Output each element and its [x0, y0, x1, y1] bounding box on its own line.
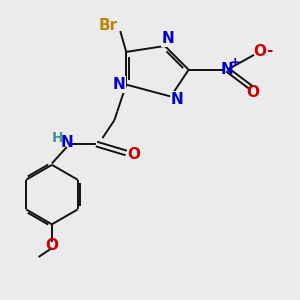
Text: H: H — [52, 131, 63, 145]
Text: +: + — [230, 56, 240, 69]
Text: O: O — [45, 238, 58, 253]
Text: N: N — [161, 31, 174, 46]
Text: Br: Br — [99, 18, 118, 33]
Text: N: N — [112, 77, 125, 92]
Text: -: - — [266, 43, 272, 58]
Text: N: N — [221, 62, 234, 77]
Text: O: O — [246, 85, 259, 100]
Text: O: O — [254, 44, 266, 59]
Text: O: O — [127, 147, 140, 162]
Text: N: N — [170, 92, 183, 107]
Text: N: N — [60, 135, 73, 150]
